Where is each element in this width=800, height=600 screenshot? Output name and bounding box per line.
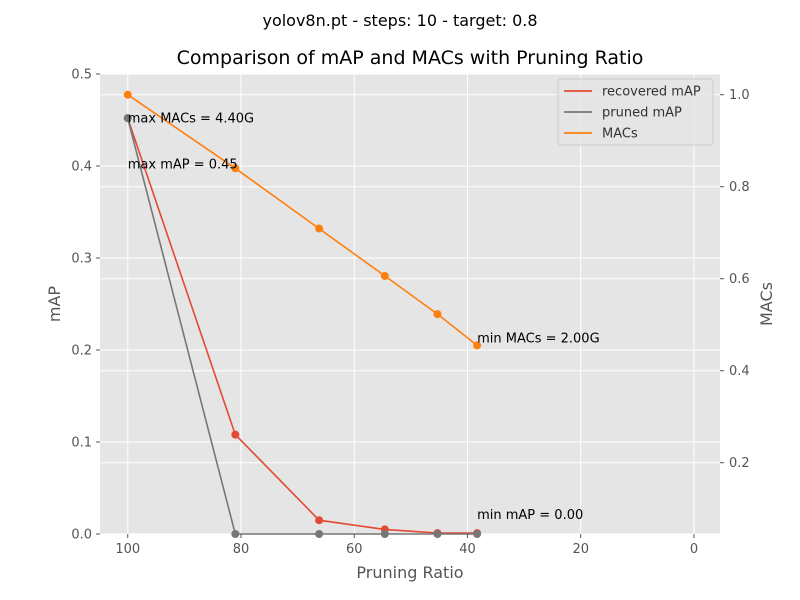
chart-title: Comparison of mAP and MACs with Pruning …: [177, 47, 644, 69]
series-line: [126, 117, 478, 534]
y-axis-left-label: mAP: [45, 286, 64, 323]
y-left-tick-label: 0.4: [71, 160, 92, 175]
y-right-tick-label: 0.8: [729, 180, 750, 195]
legend-item: MACs: [564, 127, 638, 142]
data-point: [231, 164, 240, 173]
y-left-tick-label: 0.3: [71, 252, 92, 267]
y-right-tick-label: 1.0: [729, 88, 750, 103]
data-point: [123, 114, 132, 123]
legend-item: recovered mAP: [564, 85, 701, 100]
annotation-layer: max MACs = 4.40G max mAP = 0.45 min MACs =…: [128, 112, 600, 524]
legend-label: pruned mAP: [602, 106, 682, 121]
data-point: [315, 224, 324, 233]
y-left-tick-label: 0.0: [71, 528, 92, 543]
annotation: min MACs = 2.00G: [477, 332, 600, 347]
series-macs: [123, 90, 482, 350]
x-tick-label: 80: [233, 542, 250, 557]
data-point: [473, 341, 482, 350]
x-tick-label: 0: [690, 542, 698, 557]
annotation: max mAP = 0.45: [128, 158, 238, 173]
y-axis-right-label: MACs: [757, 282, 776, 326]
series-line: [126, 117, 478, 535]
chart-suptitle: yolov8n.pt - steps: 10 - target: 0.8: [262, 11, 537, 30]
y-right-tick-label: 0.4: [729, 364, 750, 379]
x-axis-ticks: 100 80 60 40 20 0: [115, 534, 698, 557]
annotation: min mAP = 0.00: [477, 508, 583, 523]
legend-label: MACs: [602, 127, 638, 142]
legend-item: pruned mAP: [564, 106, 682, 121]
y-axis-left-ticks: 0.0 0.1 0.2 0.3 0.4 0.5: [71, 68, 100, 543]
series-line: [127, 94, 478, 347]
plot-area: [100, 74, 720, 534]
y-axis-right-ticks: 0.2 0.4 0.6 0.8 1.0: [720, 88, 750, 471]
data-point: [231, 530, 240, 538]
x-axis-label: Pruning Ratio: [356, 563, 463, 582]
x-tick-label: 40: [459, 542, 476, 557]
data-point: [380, 271, 389, 280]
x-tick-label: 60: [346, 542, 363, 557]
y-left-tick-label: 0.1: [71, 436, 92, 451]
legend-frame: [557, 78, 714, 146]
data-point: [433, 310, 442, 319]
data-point: [433, 530, 442, 538]
legend: recovered mAP pruned mAP MACs: [557, 78, 714, 146]
y-left-tick-label: 0.2: [71, 344, 92, 359]
annotation: max MACs = 4.40G: [128, 112, 254, 127]
data-point: [315, 516, 324, 525]
legend-label: recovered mAP: [602, 85, 701, 100]
series-layer: [123, 90, 482, 538]
series-pruned-map: [123, 114, 482, 538]
y-right-tick-label: 0.2: [729, 456, 750, 471]
x-tick-label: 20: [572, 542, 589, 557]
x-tick-label: 100: [115, 542, 140, 557]
data-point: [380, 530, 389, 538]
y-right-tick-label: 0.6: [729, 272, 750, 287]
data-point: [315, 530, 324, 538]
data-point: [123, 90, 132, 99]
data-point: [473, 530, 482, 538]
y-left-tick-label: 0.5: [71, 68, 92, 83]
data-point: [231, 430, 240, 439]
